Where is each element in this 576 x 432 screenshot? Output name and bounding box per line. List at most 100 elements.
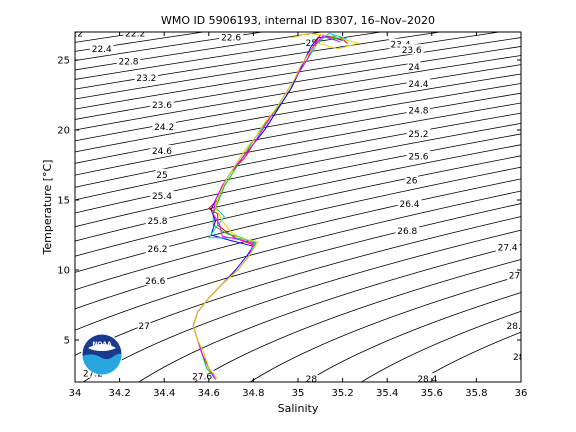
contour-label: 28.2 bbox=[507, 322, 527, 332]
density-contour-line bbox=[75, 37, 521, 110]
contour-label-background bbox=[150, 189, 174, 200]
x-tick-label: 36 bbox=[515, 388, 528, 399]
contour-label: 28 bbox=[306, 375, 318, 385]
contour-label: 24.8 bbox=[408, 106, 428, 116]
contour-label-background bbox=[406, 150, 431, 161]
contour-label-background bbox=[75, 32, 84, 38]
contour-label-background bbox=[123, 32, 148, 38]
contour-label: 23.6 bbox=[402, 46, 422, 56]
y-axis-ticks: 5 10 15 20 25 bbox=[57, 56, 521, 347]
density-contour-line bbox=[360, 310, 521, 382]
contour-label: 27 bbox=[138, 322, 149, 332]
density-contour-line bbox=[75, 32, 443, 90]
contour-label-background bbox=[406, 104, 431, 115]
x-tick-label: 34.8 bbox=[242, 388, 264, 399]
contour-label-background bbox=[504, 320, 521, 330]
x-axis-label: Salinity bbox=[278, 402, 319, 415]
density-contour-line bbox=[75, 166, 521, 273]
contour-label: 27.6 bbox=[509, 272, 529, 282]
contour-label: 26.6 bbox=[145, 277, 165, 287]
contour-label-background bbox=[89, 42, 114, 53]
x-tick-label: 35.8 bbox=[465, 388, 487, 399]
x-tick-label: 34.6 bbox=[198, 388, 220, 399]
x-tick-label: 34.4 bbox=[153, 388, 175, 399]
contour-label-background bbox=[406, 128, 431, 139]
x-axis-ticks: 34 34.2 34.4 34.6 34.8 35 35.2 35.4 35.6 35.8 36 bbox=[69, 32, 528, 399]
logo-bird bbox=[88, 344, 116, 351]
contour-label: 25.2 bbox=[408, 130, 428, 140]
contour-label: 25.6 bbox=[408, 153, 428, 163]
contour-label-background bbox=[406, 77, 431, 88]
density-contour-line bbox=[75, 144, 521, 242]
contour-label-background bbox=[152, 121, 176, 132]
contour-label: 22.8 bbox=[118, 57, 138, 67]
contour-label-background bbox=[145, 215, 170, 225]
chart-title: WMO ID 5906193, internal ID 8307, 16–Nov… bbox=[161, 14, 435, 27]
contour-label: 26.8 bbox=[397, 227, 417, 237]
contour-label: 27.6 bbox=[192, 372, 212, 382]
contour-label: 23.2 bbox=[136, 74, 156, 84]
contour-label: 25 bbox=[156, 171, 167, 181]
contour-label: 25 bbox=[306, 39, 317, 49]
contour-label-background bbox=[395, 224, 420, 235]
profile-lines bbox=[192, 32, 359, 380]
contour-label-background bbox=[219, 32, 243, 42]
contour-label-background bbox=[150, 98, 174, 109]
contour-label-background bbox=[145, 243, 170, 253]
density-contour-line bbox=[75, 190, 521, 310]
y-tick-label: 5 bbox=[64, 336, 70, 347]
x-tick-label: 35.4 bbox=[376, 388, 398, 399]
contour-label-background bbox=[155, 168, 169, 179]
density-contour-line bbox=[75, 155, 521, 257]
contour-label: 25.4 bbox=[152, 192, 172, 202]
profile-line bbox=[192, 32, 359, 380]
x-tick-label: 35 bbox=[292, 388, 305, 399]
density-contour-line bbox=[75, 122, 521, 214]
contour-label: 27.4 bbox=[498, 244, 518, 254]
contour-label-background bbox=[116, 55, 141, 66]
contour-label-background bbox=[495, 241, 520, 252]
contour-label: 26 bbox=[406, 176, 418, 186]
contour-label-background bbox=[397, 198, 422, 209]
contour-label: 23.6 bbox=[152, 101, 172, 111]
contour-label-background bbox=[388, 38, 413, 49]
contour-label: 22.2 bbox=[125, 29, 145, 39]
contour-label-background bbox=[143, 275, 168, 286]
contour-label: 24.2 bbox=[154, 123, 174, 133]
contour-label: 24.6 bbox=[152, 147, 172, 157]
contour-label-background bbox=[506, 269, 521, 280]
noaa-logo: NOAA bbox=[81, 333, 123, 375]
contour-label: 28.4 bbox=[417, 375, 437, 385]
density-contour-line bbox=[416, 331, 521, 382]
contour-label-background bbox=[512, 350, 521, 361]
x-tick-label: 35.2 bbox=[331, 388, 353, 399]
y-tick-label: 25 bbox=[57, 56, 70, 67]
density-contour-line bbox=[138, 244, 521, 382]
contour-label-background bbox=[304, 37, 318, 48]
contour-label: 28 bbox=[513, 353, 525, 363]
density-contour-line bbox=[249, 275, 521, 382]
contour-label: 22.6 bbox=[221, 34, 241, 44]
contour-label-background bbox=[399, 44, 424, 55]
density-contour-line bbox=[305, 292, 521, 382]
density-contour-line bbox=[75, 55, 521, 131]
contour-label: 22.4 bbox=[92, 45, 112, 55]
x-tick-label: 34 bbox=[69, 388, 82, 399]
contour-label: 26.4 bbox=[399, 200, 419, 210]
contour-label-background bbox=[190, 370, 214, 381]
contour-label: 25.8 bbox=[147, 217, 167, 227]
contour-label: 22 bbox=[72, 29, 83, 39]
contour-label: 27.2 bbox=[83, 370, 103, 380]
contour-label-background bbox=[405, 174, 419, 185]
y-tick-label: 15 bbox=[57, 196, 70, 207]
density-contour-line bbox=[193, 259, 521, 382]
contour-label: 24 bbox=[408, 63, 420, 73]
y-axis-label: Temperature [°C] bbox=[41, 160, 54, 256]
density-contour-line bbox=[75, 133, 521, 228]
contour-label-background bbox=[150, 145, 174, 155]
density-contour-line bbox=[82, 229, 521, 382]
y-tick-label: 20 bbox=[57, 126, 70, 137]
logo-text: NOAA bbox=[92, 341, 112, 348]
